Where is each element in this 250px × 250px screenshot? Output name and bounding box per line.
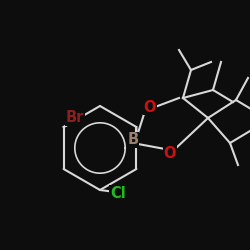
Text: Br: Br <box>66 110 84 126</box>
Text: B: B <box>128 132 138 148</box>
Text: O: O <box>144 100 156 114</box>
Text: Cl: Cl <box>110 186 126 200</box>
Text: O: O <box>164 146 176 160</box>
